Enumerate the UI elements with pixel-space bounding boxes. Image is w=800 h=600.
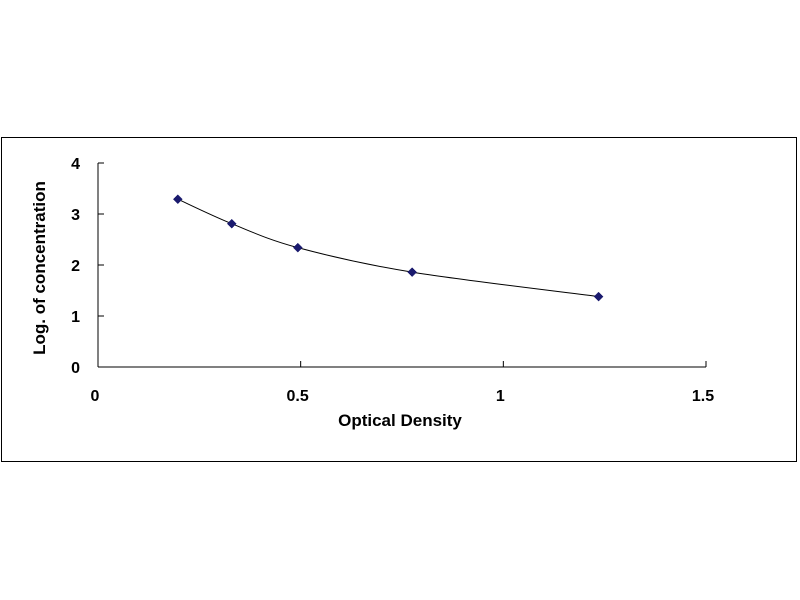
fit-curve <box>177 198 599 298</box>
axes <box>97 163 706 368</box>
data-point <box>292 242 303 253</box>
data-point <box>407 267 417 277</box>
y-tick-label: 2 <box>71 258 80 275</box>
x-tick-label: 1 <box>496 388 505 405</box>
data-point <box>226 218 237 229</box>
y-tick-label: 4 <box>71 156 80 173</box>
data-points <box>172 194 604 302</box>
x-tick-label: 0 <box>91 388 100 405</box>
data-point <box>172 194 183 205</box>
y-axis-title: Log. of concentration <box>30 181 49 355</box>
x-ticks: 0 0.5 1 1.5 <box>91 361 714 405</box>
x-tick-label: 0.5 <box>287 388 309 405</box>
y-tick-label: 0 <box>71 360 80 377</box>
chart-frame <box>1 137 797 462</box>
x-axis-title: Optical Density <box>338 411 462 430</box>
x-tick-label: 1.5 <box>692 388 714 405</box>
y-ticks: 0 1 2 3 4 <box>71 156 104 377</box>
y-tick-label: 1 <box>71 309 80 326</box>
y-tick-label: 3 <box>71 207 80 224</box>
data-point <box>593 291 604 302</box>
